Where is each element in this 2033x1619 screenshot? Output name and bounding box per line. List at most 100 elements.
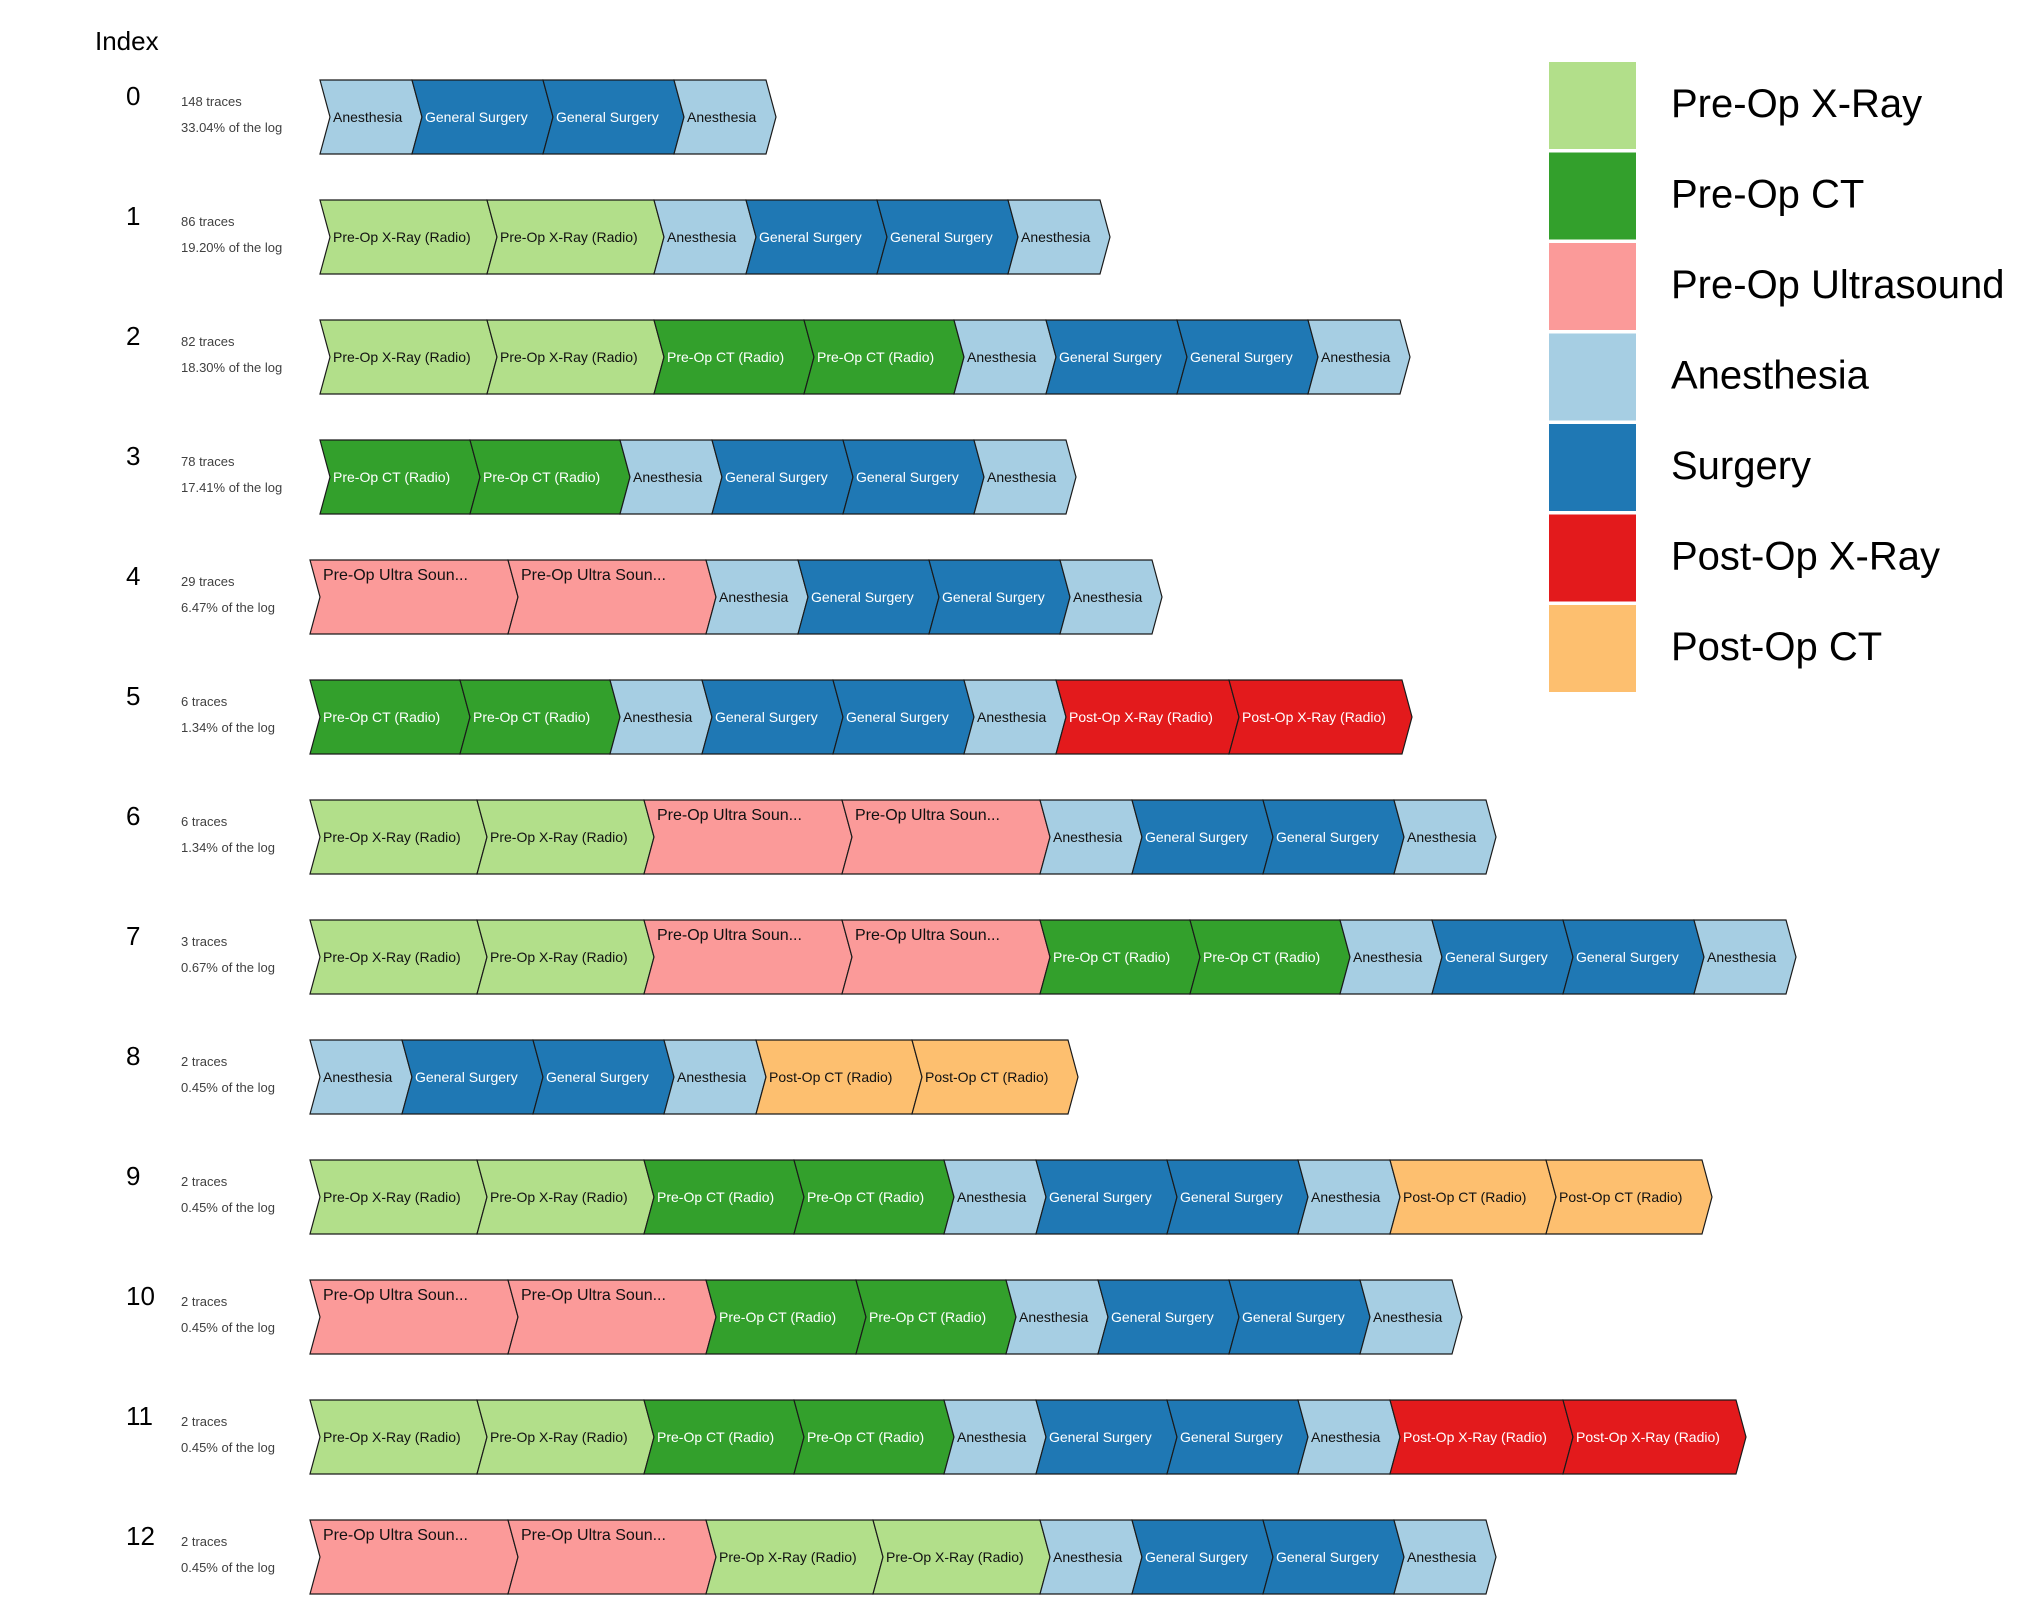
- activity-step-postct: [911, 1039, 1079, 1115]
- activity-step-anes: [1059, 559, 1163, 635]
- activity-label: General Surgery: [890, 229, 993, 245]
- legend-label: Pre-Op CT: [1671, 173, 1864, 217]
- activity-label: Post-Op CT (Radio): [1559, 1189, 1682, 1205]
- legend-swatch: [1549, 62, 1636, 149]
- variant-row: 10 2 traces 0.45% of the log Pre-Op Ultra S…: [126, 1279, 1463, 1355]
- activity-label: General Surgery: [1180, 1429, 1283, 1445]
- activity-label: Anesthesia: [667, 229, 736, 245]
- variant-index: 6: [126, 801, 140, 831]
- variant-row: 12 2 traces 0.45% of the log Pre-Op Ultra S…: [126, 1519, 1497, 1595]
- legend-item: Surgery: [1549, 424, 1811, 511]
- activity-label: General Surgery: [715, 709, 818, 725]
- activity-step-postx: [1562, 1399, 1747, 1475]
- log-share: 0.45% of the log: [181, 1440, 275, 1455]
- log-share: 19.20% of the log: [181, 240, 282, 255]
- activity-label: Anesthesia: [957, 1429, 1026, 1445]
- activity-step-anes: [1007, 199, 1111, 275]
- activity-label: General Surgery: [546, 1069, 649, 1085]
- activity-label: Pre-Op X-Ray (Radio): [323, 1189, 461, 1205]
- activity-label: Pre-Op CT (Radio): [483, 469, 600, 485]
- activity-label: Pre-Op Ultra Soun...: [323, 1287, 468, 1304]
- activity-label: General Surgery: [759, 229, 862, 245]
- activity-step-anes: [973, 439, 1077, 515]
- log-share: 0.45% of the log: [181, 1320, 275, 1335]
- trace-count: 82 traces: [181, 334, 235, 349]
- activity-label: Anesthesia: [623, 709, 692, 725]
- activity-label: Pre-Op Ultra Soun...: [521, 567, 666, 584]
- activity-label: General Surgery: [425, 109, 528, 125]
- log-share: 1.34% of the log: [181, 720, 275, 735]
- activity-label: Pre-Op CT (Radio): [333, 469, 450, 485]
- activity-label: Pre-Op X-Ray (Radio): [323, 1429, 461, 1445]
- variant-row: 3 78 traces 17.41% of the log Pre-Op CT (Ra…: [126, 439, 1077, 515]
- activity-label: Anesthesia: [1373, 1309, 1442, 1325]
- activity-label: General Surgery: [1180, 1189, 1283, 1205]
- activity-label: Anesthesia: [967, 349, 1036, 365]
- activity-label: Pre-Op X-Ray (Radio): [490, 1189, 628, 1205]
- trace-count: 148 traces: [181, 94, 242, 109]
- variant-row: 2 82 traces 18.30% of the log Pre-Op X-Ray …: [126, 319, 1411, 395]
- trace-count: 6 traces: [181, 814, 228, 829]
- activity-step-anes: [1693, 919, 1797, 995]
- legend-item: Anesthesia: [1549, 333, 1870, 421]
- activity-label: Pre-Op Ultra Soun...: [323, 1527, 468, 1544]
- variant-row: 9 2 traces 0.45% of the log Pre-Op X-Ray (R…: [126, 1159, 1713, 1235]
- variant-index: 4: [126, 561, 140, 591]
- activity-step-anes: [1307, 319, 1411, 395]
- activity-label: Post-Op X-Ray (Radio): [1403, 1429, 1547, 1445]
- activity-step-anes: [1393, 1519, 1497, 1595]
- legend-item: Pre-Op X-Ray: [1549, 62, 1922, 149]
- activity-label: Pre-Op X-Ray (Radio): [490, 1429, 628, 1445]
- activity-label: Post-Op CT (Radio): [925, 1069, 1048, 1085]
- activity-label: Anesthesia: [687, 109, 756, 125]
- activity-label: General Surgery: [1242, 1309, 1345, 1325]
- trace-count: 2 traces: [181, 1174, 228, 1189]
- activity-label: Pre-Op CT (Radio): [817, 349, 934, 365]
- activity-label: Pre-Op CT (Radio): [1053, 949, 1170, 965]
- trace-count: 3 traces: [181, 934, 228, 949]
- variant-index: 0: [126, 81, 140, 111]
- activity-label: Pre-Op CT (Radio): [1203, 949, 1320, 965]
- legend: Pre-Op X-Ray Pre-Op CT Pre-Op Ultrasound An…: [1549, 62, 2004, 692]
- legend-label: Post-Op X-Ray: [1671, 535, 1940, 579]
- variant-index: 5: [126, 681, 140, 711]
- activity-label: Pre-Op X-Ray (Radio): [490, 949, 628, 965]
- activity-label: Pre-Op X-Ray (Radio): [490, 829, 628, 845]
- activity-label: Anesthesia: [987, 469, 1056, 485]
- log-share: 0.45% of the log: [181, 1080, 275, 1095]
- variant-index: 10: [126, 1281, 155, 1311]
- activity-label: Pre-Op Ultra Soun...: [657, 927, 802, 944]
- activity-label: Pre-Op CT (Radio): [657, 1189, 774, 1205]
- activity-label: Pre-Op CT (Radio): [667, 349, 784, 365]
- trace-count: 2 traces: [181, 1534, 228, 1549]
- legend-label: Pre-Op X-Ray: [1671, 82, 1922, 126]
- activity-step-anes: [673, 79, 777, 155]
- activity-label: Pre-Op CT (Radio): [473, 709, 590, 725]
- activity-label: General Surgery: [725, 469, 828, 485]
- activity-label: Post-Op X-Ray (Radio): [1069, 709, 1213, 725]
- activity-label: Pre-Op CT (Radio): [657, 1429, 774, 1445]
- variant-row: 11 2 traces 0.45% of the log Pre-Op X-Ray (…: [126, 1399, 1747, 1475]
- activity-label: General Surgery: [1190, 349, 1293, 365]
- activity-label: General Surgery: [1276, 829, 1379, 845]
- activity-label: Pre-Op Ultra Soun...: [521, 1527, 666, 1544]
- activity-label: Pre-Op CT (Radio): [807, 1429, 924, 1445]
- legend-swatch: [1549, 333, 1636, 421]
- variant-rows: 0 148 traces 33.04% of the log Anesthesia Ge…: [126, 79, 1797, 1595]
- activity-label: General Surgery: [846, 709, 949, 725]
- activity-label: General Surgery: [1049, 1429, 1152, 1445]
- legend-item: Post-Op CT: [1549, 605, 1882, 692]
- activity-label: Anesthesia: [957, 1189, 1026, 1205]
- trace-count: 2 traces: [181, 1414, 228, 1429]
- trace-count: 2 traces: [181, 1294, 228, 1309]
- activity-label: General Surgery: [556, 109, 659, 125]
- activity-label: Post-Op CT (Radio): [1403, 1189, 1526, 1205]
- variant-index: 3: [126, 441, 140, 471]
- activity-label: Anesthesia: [1707, 949, 1776, 965]
- activity-label: Pre-Op X-Ray (Radio): [323, 829, 461, 845]
- activity-label: Anesthesia: [1353, 949, 1422, 965]
- legend-label: Pre-Op Ultrasound: [1671, 263, 2004, 307]
- activity-step-postx: [1228, 679, 1413, 755]
- log-share: 17.41% of the log: [181, 480, 282, 495]
